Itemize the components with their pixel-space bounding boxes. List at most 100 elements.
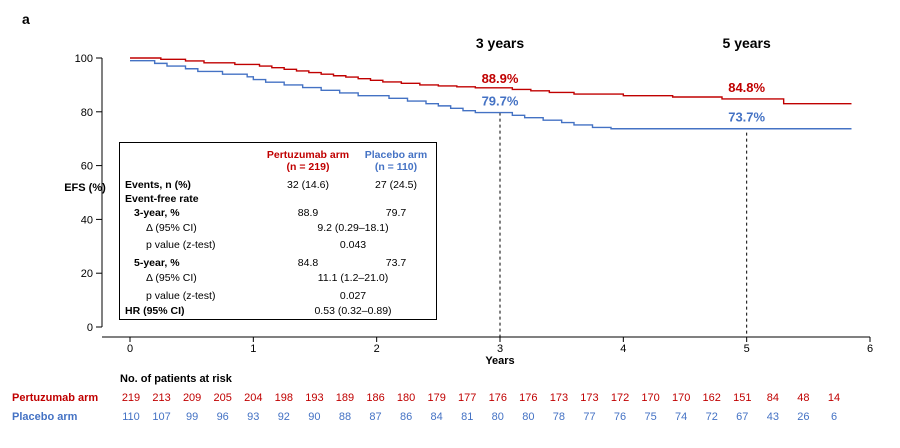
x-axis-label: Years [485, 355, 514, 367]
x-tick-label: 3 [497, 343, 503, 355]
at-risk-pertuzumab-value: 177 [458, 392, 476, 404]
at-risk-placebo-value: 88 [339, 411, 351, 423]
y3-pertuzumab: 88.9 [297, 207, 319, 219]
at-risk-pertuzumab-value: 219 [122, 392, 140, 404]
at-risk-pertuzumab-label: Pertuzumab arm [12, 392, 98, 404]
x-tick-label: 5 [744, 343, 750, 355]
annotation-pertuzumab-3y: 88.9% [482, 71, 519, 86]
at-risk-pertuzumab-value: 170 [641, 392, 659, 404]
events-pertuzumab: 32 (14.6) [286, 179, 330, 191]
y5-delta-value: 11.1 (1.2–21.0) [317, 272, 389, 284]
at-risk-placebo-value: 90 [308, 411, 320, 423]
header-pertuzumab-n: (n = 219) [286, 161, 330, 173]
efr-label: Event-free rate [125, 193, 199, 205]
at-risk-pertuzumab-value: 204 [244, 392, 262, 404]
annotation-3-years: 3 years [476, 35, 524, 51]
hr-label: HR (95% CI) [125, 305, 185, 317]
at-risk-placebo-value: 78 [553, 411, 565, 423]
at-risk-pertuzumab-value: 209 [183, 392, 201, 404]
y5-p-value: 0.027 [339, 290, 367, 302]
at-risk-pertuzumab-value: 84 [767, 392, 779, 404]
events-label: Events, n (%) [125, 179, 191, 191]
y3-delta-label: Δ (95% CI) [146, 222, 197, 234]
y-tick-label: 80 [81, 107, 93, 119]
at-risk-pertuzumab-value: 48 [797, 392, 809, 404]
axes: 0 20 40 60 80 100 0 1 2 3 4 5 6 [75, 53, 873, 355]
header-placebo-n: (n = 110) [374, 161, 418, 173]
at-risk-placebo-value: 92 [278, 411, 290, 423]
y-tick-label: 0 [87, 322, 93, 334]
at-risk-pertuzumab-value: 189 [336, 392, 354, 404]
at-risk-placebo-value: 86 [400, 411, 412, 423]
at-risk-pertuzumab-value: 179 [427, 392, 445, 404]
at-risk-placebo-value: 84 [431, 411, 443, 423]
x-tick-label: 1 [250, 343, 256, 355]
at-risk-title: No. of patients at risk [120, 373, 233, 385]
at-risk-placebo-value: 67 [736, 411, 748, 423]
at-risk-pertuzumab-value: 176 [519, 392, 537, 404]
at-risk-placebo-value: 74 [675, 411, 687, 423]
at-risk-pertuzumab-value: 198 [275, 392, 293, 404]
y-tick-label: 100 [75, 53, 93, 65]
at-risk-table: No. of patients at risk Pertuzumab arm P… [12, 373, 840, 423]
y5-p-label: p value (z-test) [146, 290, 216, 302]
annotation-placebo-5y: 73.7% [728, 110, 765, 125]
header-pertuzumab: Pertuzumab arm [266, 149, 350, 161]
at-risk-placebo-value: 75 [644, 411, 656, 423]
at-risk-pertuzumab-value: 205 [214, 392, 232, 404]
at-risk-placebo-value: 107 [152, 411, 170, 423]
at-risk-placebo-value: 110 [122, 411, 140, 423]
hr-value: 0.53 (0.32–0.89) [314, 305, 392, 317]
x-tick-label: 0 [127, 343, 133, 355]
y3-label: 3-year, % [134, 207, 180, 219]
at-risk-pertuzumab-value: 186 [366, 392, 384, 404]
at-risk-placebo-value: 81 [461, 411, 473, 423]
at-risk-placebo-value: 76 [614, 411, 626, 423]
at-risk-pertuzumab-value: 173 [550, 392, 568, 404]
y-axis-label: EFS (%) [64, 182, 106, 194]
at-risk-pertuzumab-value: 172 [611, 392, 629, 404]
annotations: 3 years 5 years 88.9% 79.7% 84.8% 73.7% [476, 35, 771, 125]
x-tick-label: 2 [374, 343, 380, 355]
at-risk-placebo-value: 26 [797, 411, 809, 423]
y5-delta-label: Δ (95% CI) [146, 272, 197, 284]
y3-p-value: 0.043 [339, 239, 367, 251]
annotation-pertuzumab-5y: 84.8% [728, 80, 765, 95]
curves [130, 57, 852, 130]
placebo-curve [130, 59, 852, 130]
events-placebo: 27 (24.5) [374, 179, 418, 191]
summary-table: Pertuzumab arm (n = 219) Placebo arm (n … [119, 142, 437, 320]
y3-placebo: 79.7 [385, 207, 407, 219]
at-risk-placebo-label: Placebo arm [12, 411, 78, 423]
at-risk-placebo-value: 43 [767, 411, 779, 423]
pertuzumab-curve [130, 57, 852, 105]
at-risk-pertuzumab-value: 14 [828, 392, 840, 404]
at-risk-placebo-value: 72 [706, 411, 718, 423]
at-risk-pertuzumab-value: 193 [305, 392, 323, 404]
panel-label: a [22, 11, 30, 27]
y3-p-label: p value (z-test) [146, 239, 216, 251]
at-risk-pertuzumab-value: 151 [733, 392, 751, 404]
at-risk-pertuzumab-value: 170 [672, 392, 690, 404]
header-placebo: Placebo arm [364, 149, 428, 161]
at-risk-placebo-value: 96 [217, 411, 229, 423]
y-tick-label: 20 [81, 268, 93, 280]
y5-label: 5-year, % [134, 257, 180, 269]
y5-pertuzumab: 84.8 [297, 257, 319, 269]
at-risk-placebo-value: 99 [186, 411, 198, 423]
at-risk-placebo-value: 93 [247, 411, 259, 423]
at-risk-placebo-value: 77 [583, 411, 595, 423]
at-risk-placebo-value: 6 [831, 411, 837, 423]
at-risk-placebo-value: 87 [369, 411, 381, 423]
y-tick-label: 40 [81, 214, 93, 226]
x-tick-label: 6 [867, 343, 873, 355]
y3-delta-value: 9.2 (0.29–18.1) [317, 222, 389, 234]
x-tick-label: 4 [620, 343, 626, 355]
y-tick-label: 60 [81, 161, 93, 173]
at-risk-pertuzumab-value: 162 [703, 392, 721, 404]
annotation-5-years: 5 years [723, 35, 771, 51]
at-risk-placebo-value: 80 [492, 411, 504, 423]
at-risk-pertuzumab-value: 213 [152, 392, 170, 404]
at-risk-pertuzumab-value: 176 [489, 392, 507, 404]
